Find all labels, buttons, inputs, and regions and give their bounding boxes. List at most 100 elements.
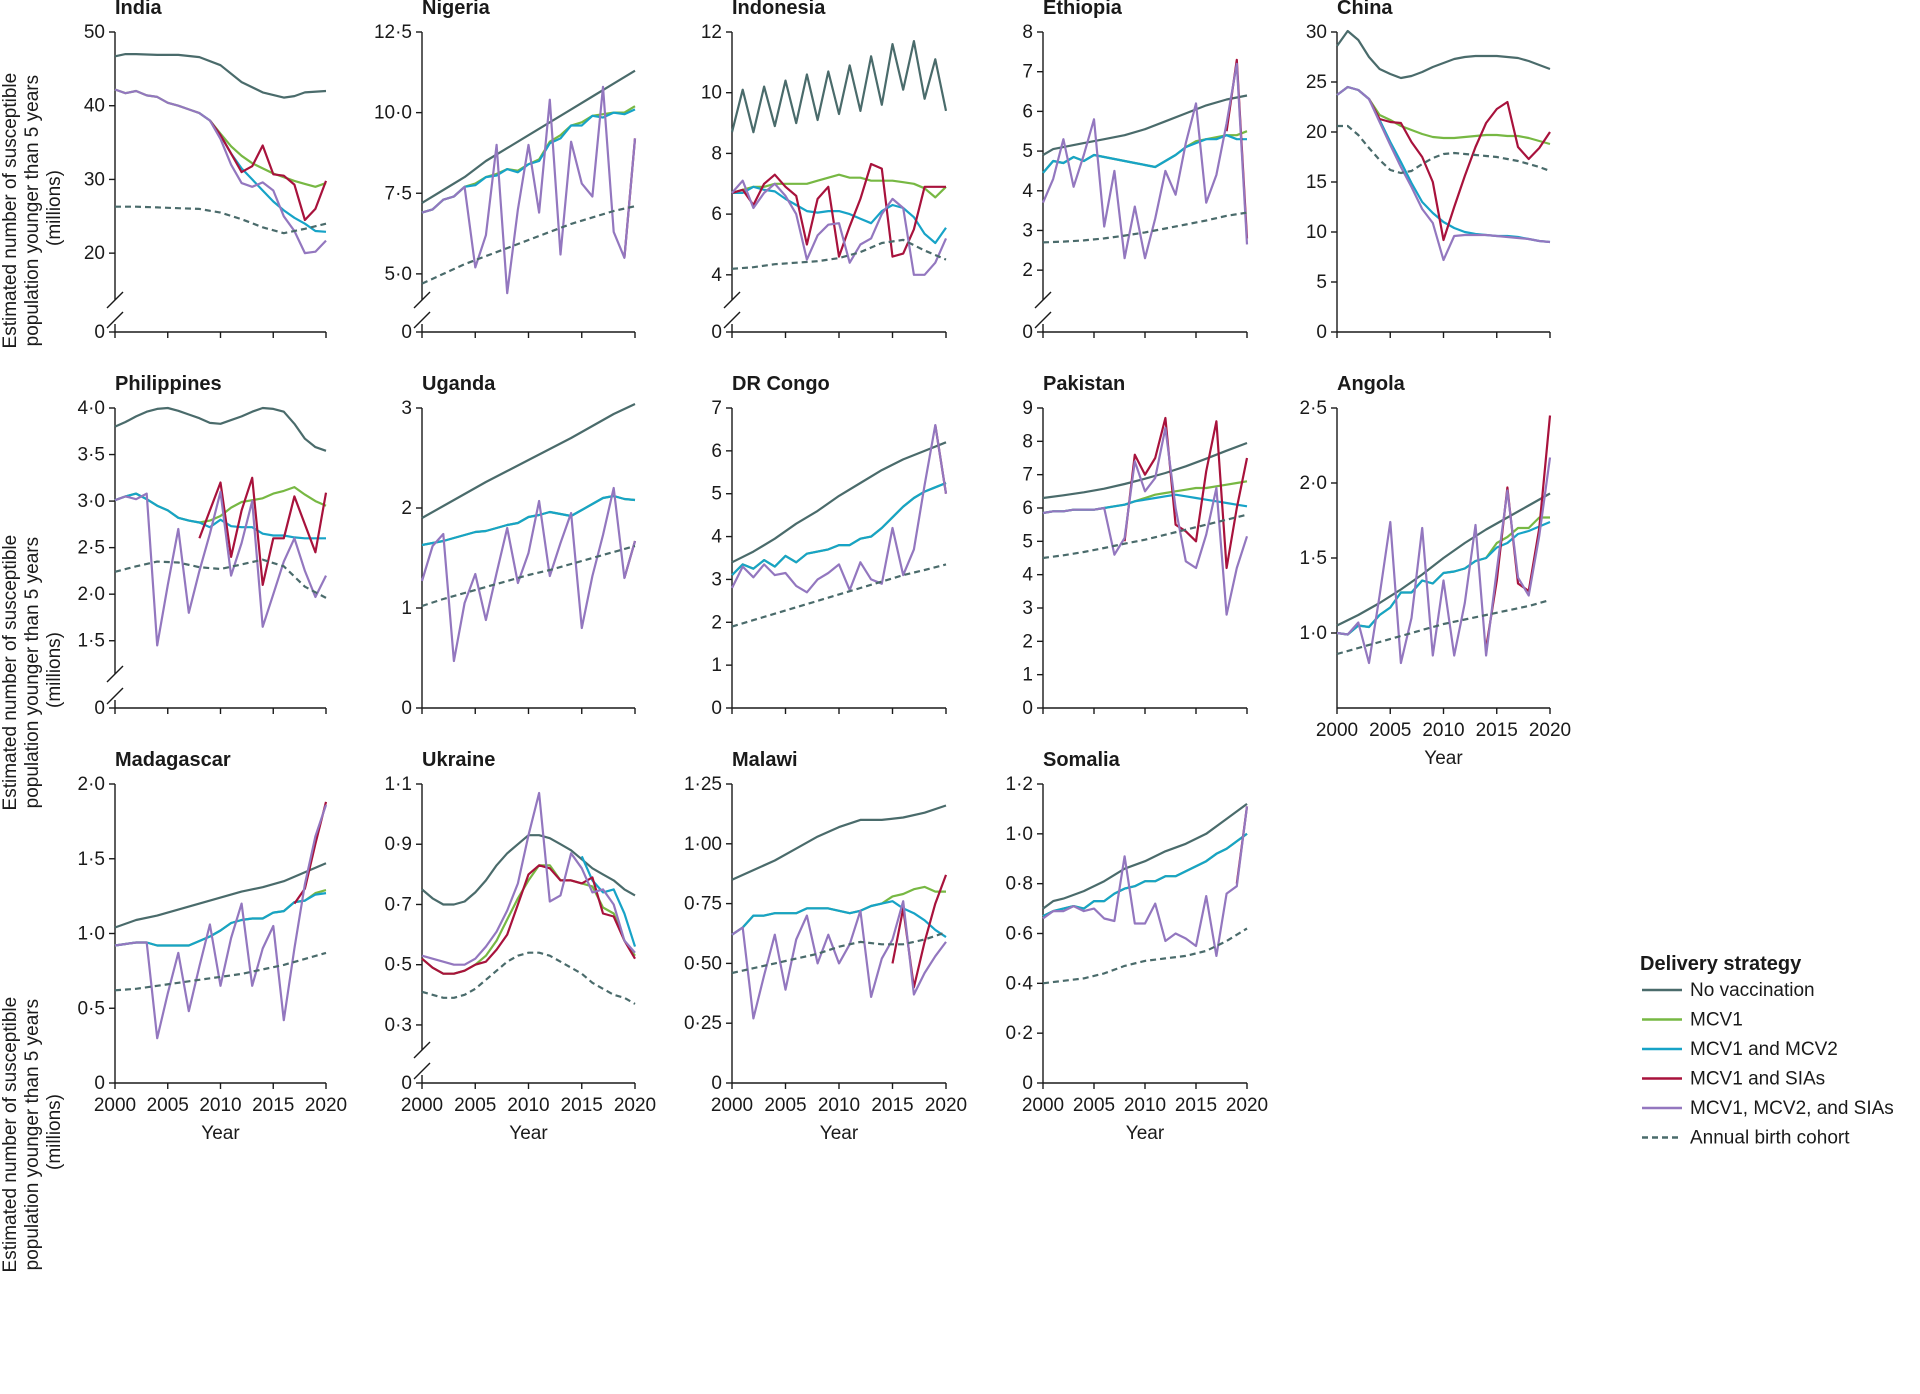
y-tick-label: 4 (711, 527, 722, 548)
y-tick-label: 6 (1022, 101, 1033, 122)
series-line-mcv1-mcv2-and-sias (420, 486, 637, 663)
y-axis-label-line2: population younger than 5 years (22, 75, 43, 346)
series-line-annual-birth-cohort (421, 205, 636, 285)
x-tick-label: 2015 (252, 1095, 294, 1116)
y-tick-label: 7 (1022, 465, 1033, 486)
y-tick-label: 40 (84, 96, 105, 117)
x-axis-label: Year (201, 1123, 240, 1144)
axis-break-mark (106, 687, 124, 705)
panel-title: Madagascar (115, 749, 231, 771)
panel-title: DR Congo (732, 373, 830, 395)
y-tick-label: 6 (711, 204, 722, 225)
series-line-no-vaccination (114, 406, 327, 452)
y-tick-label: 0 (1316, 322, 1327, 343)
panel-madagascar: Madagascar 0 0·5 1·0 1·5 2·0 2000 2005 2010 2015 2… (78, 749, 348, 1144)
y-tick-label: 1·25 (684, 774, 722, 795)
legend-label: Annual birth cohort (1690, 1128, 1850, 1149)
y-tick-label: 20 (1306, 122, 1327, 143)
series-line-mcv1-mcv2-and-sias (114, 804, 328, 1040)
x-tick-label: 2020 (305, 1095, 347, 1116)
y-tick-label: 0·3 (385, 1015, 412, 1036)
y-tick-label: 1·5 (78, 849, 105, 870)
axis-break-mark (723, 311, 741, 329)
axis-break-mark (413, 1041, 431, 1059)
y-tick-label: 1·0 (1300, 623, 1327, 644)
y-axis-label-line3: (millions) (44, 632, 65, 708)
y-tick-label: 10 (1306, 222, 1327, 243)
y-tick-label: 0 (711, 698, 722, 719)
series-line-annual-birth-cohort (421, 951, 636, 1005)
panel-china: China 0 5 10 15 20 25 30 (1306, 0, 1551, 343)
y-tick-label: 4 (711, 265, 722, 286)
panel-title: India (115, 0, 163, 19)
x-tick-label: 2000 (1022, 1095, 1064, 1116)
y-tick-label: 8 (1022, 431, 1033, 452)
legend-items: No vaccination MCV1 MCV1 and MCV2 MCV1 and … (1642, 980, 1894, 1149)
series-line-mcv1-and-mcv2 (731, 900, 947, 939)
y-tick-label: 4 (1022, 565, 1033, 586)
axis-break-mark (723, 291, 741, 309)
series-line-mcv1-and-mcv2 (580, 855, 637, 947)
series-line-mcv1-and-sias (209, 119, 328, 222)
y-tick-label: 3·0 (78, 491, 105, 512)
panel-dr-congo: DR Congo 0 1 2 3 4 5 6 7 (711, 373, 948, 719)
y-tick-label: 12·5 (374, 22, 412, 43)
y-tick-label: 0 (94, 322, 105, 343)
series-line-mcv1 (1336, 85, 1551, 146)
series-line-no-vaccination (421, 403, 636, 519)
axis-break-mark (106, 311, 124, 329)
y-tick-label: 0·5 (385, 955, 412, 976)
x-tick-label: 2000 (401, 1095, 443, 1116)
series-line-no-vaccination (730, 39, 948, 134)
y-tick-label: 0 (711, 322, 722, 343)
y-axis-label-line1: Estimated number of susceptible (0, 73, 21, 349)
series-line-mcv1-and-sias (1368, 98, 1551, 242)
legend-item-mcv1-and-mcv2: MCV1 and MCV2 (1642, 1039, 1838, 1060)
y-tick-label: 1·5 (78, 631, 105, 652)
series-line-annual-birth-cohort (115, 205, 327, 235)
y-axis-label-line2: population younger than 5 years (22, 999, 43, 1270)
series-line-mcv1-and-mcv2 (731, 481, 947, 576)
series-line-mcv1-mcv2-and-sias (1336, 457, 1552, 665)
panel-title: Ukraine (422, 749, 495, 771)
y-tick-label: 2 (1022, 260, 1033, 281)
y-tick-label: 0·9 (385, 834, 412, 855)
y-tick-label: 1 (1022, 665, 1033, 686)
series-line-mcv1-mcv2-and-sias (731, 424, 948, 594)
panel-title: Uganda (422, 373, 496, 395)
y-tick-label: 1·1 (385, 774, 412, 795)
x-tick-label: 2005 (764, 1095, 806, 1116)
series-line-mcv1 (1042, 130, 1248, 174)
axis-break-mark (413, 291, 431, 309)
series-line-mcv1-mcv2-and-sias (1042, 806, 1249, 958)
series-line-annual-birth-cohort (1337, 124, 1551, 175)
y-tick-label: 2 (1022, 631, 1033, 652)
y-tick-label: 2 (711, 612, 722, 633)
panel-title: China (1337, 0, 1393, 19)
x-axis-label: Year (1126, 1123, 1165, 1144)
y-tick-label: 2·0 (78, 774, 105, 795)
y-tick-label: 3 (401, 398, 412, 419)
y-tick-label: 5·0 (385, 264, 412, 285)
series-line-mcv1-mcv2-and-sias (1336, 85, 1551, 262)
x-tick-label: 2010 (818, 1095, 860, 1116)
x-tick-label: 2015 (1175, 1095, 1217, 1116)
series-line-mcv1-mcv2-and-sias (114, 88, 327, 255)
y-tick-label: 0 (401, 698, 412, 719)
y-tick-label: 3 (1022, 220, 1033, 241)
x-tick-label: 2010 (199, 1095, 241, 1116)
y-tick-label: 10·0 (374, 103, 412, 124)
series-line-mcv1-mcv2-and-sias (421, 85, 637, 295)
series-line-annual-birth-cohort (731, 931, 947, 975)
y-tick-label: 0·6 (1006, 924, 1033, 945)
y-tick-label: 2·5 (78, 538, 105, 559)
legend-label: MCV1, MCV2, and SIAs (1690, 1098, 1894, 1119)
panel-angola: Angola 1·0 1·5 2·0 2·5 2000 2005 2010 2015 2020 Ye… (1300, 373, 1572, 769)
x-tick-label: 2000 (711, 1095, 753, 1116)
y-tick-label: 4 (1022, 181, 1033, 202)
y-axis-label-line1: Estimated number of susceptible (0, 535, 21, 811)
y-tick-label: 9 (1022, 398, 1033, 419)
x-tick-label: 2005 (147, 1095, 189, 1116)
series-line-mcv1-and-sias (1225, 58, 1249, 239)
series-line-mcv1-mcv2-and-sias (731, 900, 947, 1020)
